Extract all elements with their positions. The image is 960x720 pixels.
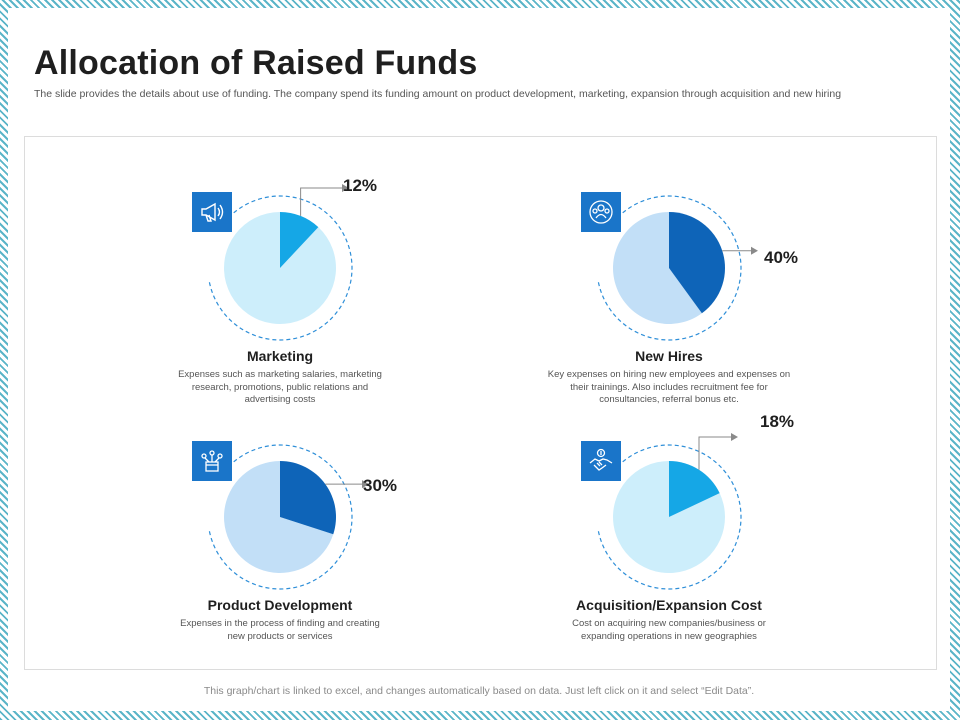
- pie-chart-new-hires: 40% New Hires Key expenses on hiring new…: [509, 172, 829, 422]
- footer-note: This graph/chart is linked to excel, and…: [203, 685, 755, 697]
- chart-desc-new-hires: Key expenses on hiring new employees and…: [547, 369, 791, 405]
- icon-box: [192, 441, 232, 481]
- chart-title-product-development: Product Development: [207, 597, 353, 613]
- pie-svg: [597, 433, 742, 590]
- dashed-ring: [597, 195, 742, 341]
- pie-slice-highlight: [669, 212, 725, 314]
- chart-desc-product-development: Expenses in the process of finding and c…: [180, 618, 380, 642]
- dashed-ring: [208, 195, 353, 341]
- pie-slice-highlight: [280, 461, 336, 535]
- dashed-ring: [597, 444, 742, 590]
- leader-line: [300, 187, 342, 216]
- slide: Allocation of Raised Funds The slide pro…: [8, 8, 950, 711]
- pie-slice-remaining: [224, 461, 334, 573]
- pie-slice-highlight: [280, 212, 319, 268]
- page-subtitle: The slide provides the details about use…: [34, 88, 842, 100]
- pie-svg: [208, 444, 369, 590]
- dashed-ring: [208, 444, 353, 590]
- pie-slice-remaining: [613, 212, 702, 324]
- icon-box: [581, 192, 621, 232]
- leader-arrow: [751, 246, 758, 255]
- leader-arrow: [362, 480, 369, 489]
- megaphone-icon: [201, 202, 224, 222]
- leader-arrow: [731, 433, 738, 441]
- pie-chart-acquisition-expansion: 18% Acquisition/Expansion Cost Cost on a…: [509, 412, 829, 671]
- icon-box: [581, 441, 621, 481]
- chart-title-acquisition-expansion: Acquisition/Expansion Cost: [576, 597, 762, 613]
- pie-chart-product-development: 30% Product Development Expenses in the …: [120, 421, 440, 671]
- chart-title-marketing: Marketing: [246, 348, 314, 364]
- leader-arrow: [342, 184, 349, 192]
- chart-desc-acquisition-expansion: Cost on acquiring new companies/business…: [572, 618, 766, 642]
- leader-line: [698, 436, 731, 470]
- product-network-icon: [201, 450, 223, 472]
- chart-title-new-hires: New Hires: [635, 348, 703, 364]
- pie-slice-highlight: [669, 461, 720, 517]
- chart-desc-marketing: Expenses such as marketing salaries, mar…: [178, 369, 382, 405]
- team-icon: [589, 200, 613, 224]
- slice-label-product-development: 30%: [363, 476, 398, 495]
- page-title: Allocation of Raised Funds: [34, 44, 478, 82]
- pie-svg: [208, 184, 353, 341]
- pie-svg: [597, 195, 758, 341]
- slice-label-new-hires: 40%: [764, 248, 799, 267]
- chart-panel: 12% Marketing Expenses such as marketing…: [24, 136, 937, 670]
- pie-chart-marketing: 12% Marketing Expenses such as marketing…: [120, 172, 440, 422]
- slice-label-marketing: 12%: [343, 176, 378, 195]
- icon-box: [192, 192, 232, 232]
- handshake-dollar-icon: [589, 448, 613, 471]
- slice-label-acquisition-expansion: 18%: [760, 412, 795, 431]
